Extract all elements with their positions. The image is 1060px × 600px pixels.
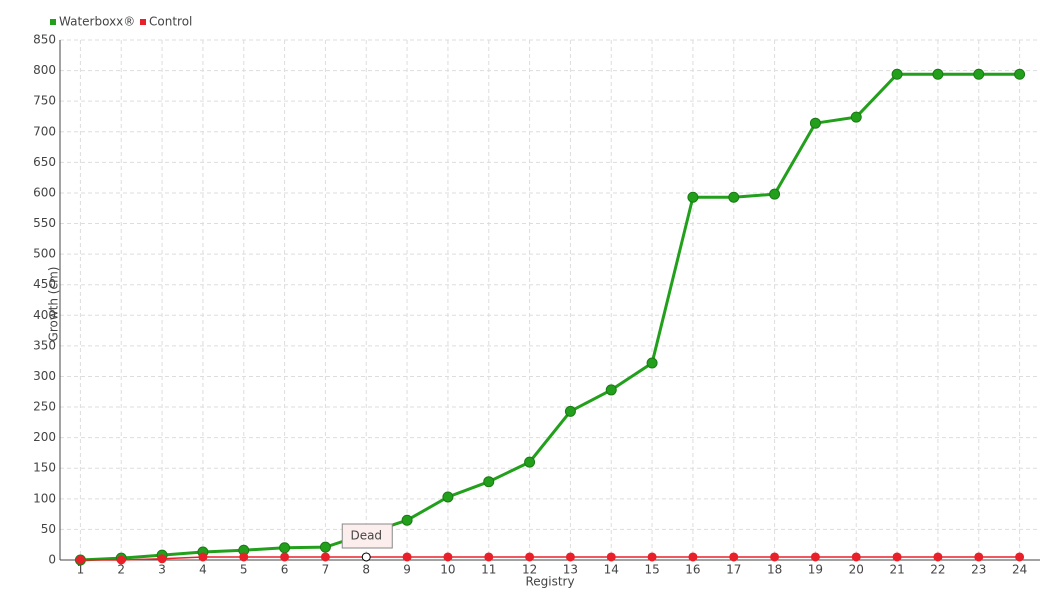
y-tick-label: 600 bbox=[33, 185, 56, 199]
data-point bbox=[524, 456, 536, 468]
x-tick-label: 12 bbox=[522, 563, 537, 577]
data-point bbox=[646, 357, 658, 369]
x-tick-label: 13 bbox=[563, 563, 578, 577]
data-point bbox=[769, 188, 781, 200]
data-point bbox=[157, 554, 167, 564]
data-point bbox=[116, 555, 126, 565]
data-point bbox=[850, 111, 862, 123]
x-tick-label: 8 bbox=[362, 563, 370, 577]
x-tick-label: 5 bbox=[240, 563, 248, 577]
y-tick-label: 50 bbox=[41, 522, 56, 536]
data-point bbox=[851, 552, 861, 562]
y-tick-label: 100 bbox=[33, 491, 56, 505]
data-point bbox=[647, 552, 657, 562]
y-tick-label: 650 bbox=[33, 155, 56, 169]
data-point bbox=[401, 514, 413, 526]
data-point bbox=[565, 552, 575, 562]
legend-swatch bbox=[50, 19, 56, 25]
legend-swatch bbox=[140, 19, 146, 25]
data-point bbox=[319, 541, 331, 553]
x-tick-label: 14 bbox=[604, 563, 619, 577]
y-tick-label: 550 bbox=[33, 216, 56, 230]
data-point bbox=[75, 555, 85, 565]
x-tick-label: 6 bbox=[281, 563, 289, 577]
y-tick-label: 350 bbox=[33, 338, 56, 352]
legend-label: Control bbox=[149, 15, 192, 29]
y-tick-label: 150 bbox=[33, 461, 56, 475]
data-point bbox=[484, 552, 494, 562]
y-tick-label: 300 bbox=[33, 369, 56, 383]
y-tick-label: 400 bbox=[33, 308, 56, 322]
y-tick-label: 750 bbox=[33, 94, 56, 108]
y-tick-label: 850 bbox=[33, 33, 56, 47]
data-point bbox=[770, 552, 780, 562]
data-point bbox=[442, 491, 454, 503]
data-point bbox=[361, 552, 371, 562]
x-tick-label: 15 bbox=[644, 563, 659, 577]
data-point bbox=[320, 552, 330, 562]
x-tick-label: 20 bbox=[849, 563, 864, 577]
data-point bbox=[1015, 552, 1025, 562]
x-tick-label: 24 bbox=[1012, 563, 1027, 577]
y-tick-label: 500 bbox=[33, 247, 56, 261]
annotation-text: Dead bbox=[350, 529, 382, 543]
data-point bbox=[687, 191, 699, 203]
data-point bbox=[402, 552, 412, 562]
x-tick-label: 17 bbox=[726, 563, 741, 577]
data-point bbox=[239, 552, 249, 562]
data-point bbox=[973, 68, 985, 80]
data-point bbox=[443, 552, 453, 562]
x-axis-label: Registry bbox=[525, 575, 574, 589]
y-tick-label: 450 bbox=[33, 277, 56, 291]
data-point bbox=[483, 476, 495, 488]
x-tick-label: 4 bbox=[199, 563, 207, 577]
data-point bbox=[932, 68, 944, 80]
data-point bbox=[809, 117, 821, 129]
data-point bbox=[810, 552, 820, 562]
x-tick-label: 10 bbox=[440, 563, 455, 577]
data-point bbox=[279, 542, 291, 554]
x-tick-label: 16 bbox=[685, 563, 700, 577]
data-point bbox=[729, 552, 739, 562]
x-tick-label: 7 bbox=[322, 563, 330, 577]
data-point bbox=[280, 552, 290, 562]
series-line bbox=[80, 72, 1020, 562]
data-point bbox=[605, 384, 617, 396]
data-point bbox=[198, 552, 208, 562]
y-tick-label: 0 bbox=[48, 553, 56, 567]
x-tick-label: 23 bbox=[971, 563, 986, 577]
annotation-box bbox=[341, 523, 393, 549]
data-point bbox=[974, 552, 984, 562]
x-tick-label: 9 bbox=[403, 563, 411, 577]
data-point bbox=[1014, 68, 1026, 80]
data-point bbox=[564, 405, 576, 417]
series-line bbox=[80, 556, 1020, 561]
x-tick-label: 22 bbox=[930, 563, 945, 577]
y-tick-label: 800 bbox=[33, 63, 56, 77]
data-point bbox=[891, 68, 903, 80]
x-tick-label: 11 bbox=[481, 563, 496, 577]
x-tick-label: 2 bbox=[117, 563, 125, 577]
data-point bbox=[892, 552, 902, 562]
y-tick-label: 700 bbox=[33, 124, 56, 138]
x-tick-label: 3 bbox=[158, 563, 166, 577]
data-point bbox=[525, 552, 535, 562]
data-point bbox=[688, 552, 698, 562]
data-point bbox=[933, 552, 943, 562]
data-point bbox=[728, 191, 740, 203]
data-point bbox=[606, 552, 616, 562]
legend-label: Waterboxx® bbox=[59, 15, 135, 29]
y-tick-label: 250 bbox=[33, 400, 56, 414]
y-axis-label: Growth (cm) bbox=[47, 267, 61, 342]
x-tick-label: 18 bbox=[767, 563, 782, 577]
x-tick-label: 19 bbox=[808, 563, 823, 577]
x-tick-label: 21 bbox=[889, 563, 904, 577]
x-tick-label: 1 bbox=[77, 563, 85, 577]
y-tick-label: 200 bbox=[33, 430, 56, 444]
